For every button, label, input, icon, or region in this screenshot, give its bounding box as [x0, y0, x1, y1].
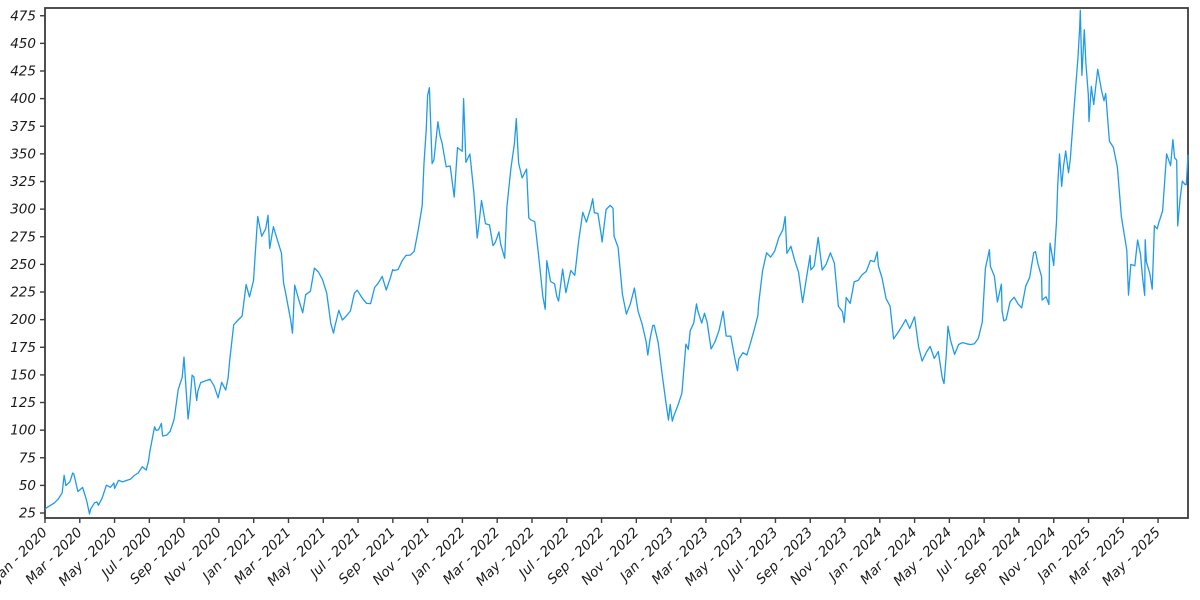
- plot-frame: [44, 7, 1189, 519]
- y-tick-label: 150: [10, 367, 36, 383]
- y-tick-label: 475: [10, 8, 36, 24]
- y-tick-label: 400: [10, 91, 36, 107]
- y-tick-label: 250: [10, 257, 36, 273]
- y-tick-label: 350: [10, 146, 36, 162]
- y-tick-label: 25: [19, 506, 36, 522]
- price-line: [44, 9, 1189, 515]
- y-tick-label: 125: [10, 395, 36, 411]
- y-tick-label: 50: [19, 478, 36, 494]
- y-tick-label: 100: [10, 423, 36, 439]
- y-tick-label: 275: [10, 229, 36, 245]
- y-tick-label: 450: [10, 36, 36, 52]
- y-tick-label: 75: [19, 450, 36, 466]
- y-tick-label: 325: [10, 174, 36, 190]
- y-tick-label: 425: [10, 64, 36, 80]
- y-tick-label: 375: [10, 119, 36, 135]
- y-tick-label: 225: [10, 285, 36, 301]
- y-tick-label: 300: [10, 202, 36, 218]
- y-tick-label: 175: [10, 340, 36, 356]
- y-tick-label: 200: [10, 312, 36, 328]
